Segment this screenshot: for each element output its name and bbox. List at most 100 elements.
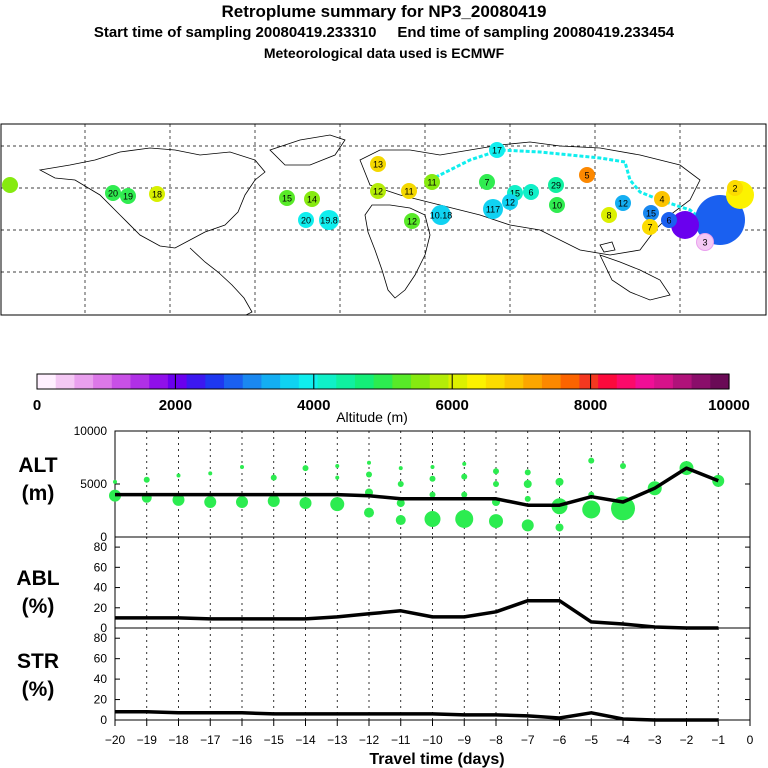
y-tick-label: 5000 [80, 477, 107, 491]
colorbar-segment [336, 374, 356, 389]
map-label-text: 117 [486, 205, 500, 215]
altitude-bubble [462, 461, 467, 466]
x-tick-label: −15 [264, 733, 285, 747]
altitude-bubble [489, 514, 503, 529]
map-label-text: 12 [505, 198, 515, 208]
map-label-marker [298, 212, 314, 228]
colorbar-segment [691, 374, 711, 389]
colorbar-segment [37, 374, 57, 389]
altitude-bubble [335, 475, 340, 480]
map-label-text: 10.18 [430, 211, 453, 221]
map-label-marker [149, 186, 165, 202]
map-label-marker [424, 174, 440, 190]
colorbar-tick-label: 0 [33, 397, 41, 414]
map-label-text: 15 [646, 209, 656, 219]
panel-ylabel-name: ALT [18, 454, 57, 477]
x-tick-label: −12 [359, 733, 380, 747]
altitude-bubble [172, 493, 185, 506]
x-tick-label: −3 [648, 733, 662, 747]
x-tick-label: −9 [457, 733, 471, 747]
map-label-text: 19.8 [320, 216, 338, 226]
colorbar-segment [298, 374, 319, 389]
altitude-bubble [582, 500, 601, 519]
map-label-text: 7 [647, 223, 652, 233]
y-tick-label: 20 [94, 693, 108, 707]
colorbar-tick-label: 4000 [297, 397, 330, 414]
altitude-bubble [364, 507, 374, 518]
colorbar-segment [74, 374, 94, 389]
altitude-bubble [396, 499, 405, 508]
colorbar-segment [504, 374, 524, 389]
altitude-bubble [367, 460, 371, 465]
map-label-text: 11 [404, 187, 413, 197]
altitude-bubble [524, 495, 531, 502]
x-tick-label: 0 [747, 733, 754, 747]
map-label-marker [661, 212, 677, 228]
colorbar-segment [224, 374, 244, 389]
met-data-line: Meteorological data used is ECMWF [263, 45, 505, 61]
map-label-marker [304, 191, 320, 207]
map-frame [0, 123, 767, 316]
map-cluster-purple [671, 211, 699, 239]
colorbar-segment [635, 374, 655, 389]
panel-ylabel-unit: (%) [22, 678, 55, 701]
colorbar-segment [354, 374, 375, 389]
altitude-bubble [455, 509, 474, 528]
series-line [115, 466, 719, 507]
x-tick-label: −16 [232, 733, 253, 747]
colorbar-segment [261, 374, 281, 389]
x-tick-label: −2 [680, 733, 694, 747]
colorbar-segment [523, 374, 543, 389]
y-tick-label: 40 [94, 581, 108, 595]
map-label-marker [523, 184, 539, 200]
colorbar-tick-label: 2000 [159, 397, 192, 414]
map-label-text: 7 [484, 178, 489, 188]
map-label-text: 29 [551, 181, 561, 191]
map-label-text: 12 [373, 187, 383, 197]
colorbar-segment [130, 374, 150, 389]
altitude-bubble [176, 473, 181, 478]
map-label-marker [601, 207, 617, 223]
altitude-bubble [330, 497, 345, 512]
altitude-bubble [398, 466, 403, 471]
map-label-text: 12 [407, 217, 417, 227]
map-label-text: 13 [373, 160, 383, 170]
map-label-text: 20 [108, 189, 118, 199]
y-tick-label: 10000 [74, 424, 108, 438]
altitude-bubble [524, 469, 531, 476]
colorbar-segment [149, 374, 169, 389]
map-label-text: 6 [528, 188, 533, 198]
y-tick-label: 80 [94, 631, 108, 645]
y-tick-label: 20 [94, 601, 108, 615]
map-label-text: 4 [659, 195, 664, 205]
map-label-text: 10 [552, 201, 562, 211]
colorbar-segment [411, 374, 431, 389]
y-tick-label: 0 [100, 713, 107, 727]
x-tick-label: −8 [489, 733, 503, 747]
map-label-text: 5 [584, 171, 589, 181]
altitude-bubble [302, 465, 309, 472]
map-label-marker [479, 174, 495, 190]
altitude-bubble [429, 491, 436, 498]
colorbar-segment [485, 374, 506, 389]
colorbar-ticks: 0 2000 4000 6000 8000 10000 [33, 374, 750, 414]
x-tick-label: −20 [105, 733, 126, 747]
colorbar-tick-label: 8000 [574, 397, 607, 414]
altitude-bubble [493, 481, 499, 487]
altitude-bubble [555, 477, 564, 486]
altitude-bubble [366, 471, 372, 478]
colorbar-segment [541, 374, 562, 389]
panel-ylabel-unit: (m) [22, 482, 55, 505]
altitude-bubble [397, 481, 404, 487]
altitude-bubble [204, 496, 217, 509]
map-label-marker [502, 194, 518, 210]
map-label-marker [319, 210, 339, 230]
colorbar-segment [616, 374, 637, 389]
x-tick-label: −5 [584, 733, 598, 747]
colorbar-segment [598, 374, 618, 389]
colorbar-segment [467, 374, 487, 389]
altitude-bubble [461, 473, 468, 480]
y-tick-label: 0 [100, 621, 107, 635]
altitude-bubble [113, 479, 117, 484]
map-label-text: 14 [307, 195, 317, 205]
